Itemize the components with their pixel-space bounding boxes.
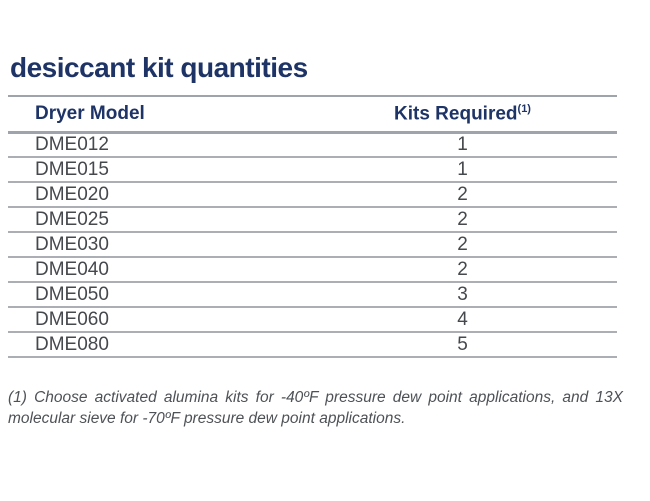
dryer-model-cell: DME050	[8, 282, 308, 308]
dryer-model-cell: DME015	[8, 157, 308, 183]
table-row: DME015 1	[8, 157, 617, 183]
kits-required-cell: 1	[308, 157, 617, 183]
kits-required-cell: 4	[308, 307, 617, 333]
kits-required-label: Kits Required	[394, 102, 518, 124]
dryer-model-cell: DME025	[8, 207, 308, 233]
dryer-model-cell: DME012	[8, 132, 308, 158]
dryer-model-cell: DME020	[8, 182, 308, 208]
page-title: desiccant kit quantities	[10, 52, 308, 83]
footnote-text: (1) Choose activated alumina kits for -4…	[8, 389, 623, 428]
table-body: DME012 1 DME015 1 DME020 2 DME025 2 DME0…	[8, 132, 617, 358]
kits-required-cell: 3	[308, 282, 617, 308]
kits-required-cell: 2	[308, 182, 617, 208]
table-row: DME040 2	[8, 257, 617, 283]
column-header-kits-required: Kits Required(1)	[308, 95, 617, 134]
table-row: DME012 1	[8, 132, 617, 158]
table-row: DME050 3	[8, 282, 617, 308]
table-header: Dryer Model Kits Required(1)	[8, 95, 617, 134]
kits-required-cell: 2	[308, 232, 617, 258]
table-row: DME020 2	[8, 182, 617, 208]
kits-required-cell: 5	[308, 332, 617, 358]
dryer-model-cell: DME060	[8, 307, 308, 333]
table-row: DME025 2	[8, 207, 617, 233]
header-row: Dryer Model Kits Required(1)	[8, 95, 617, 134]
dryer-model-cell: DME040	[8, 257, 308, 283]
dryer-model-cell: DME080	[8, 332, 308, 358]
kits-required-cell: 2	[308, 207, 617, 233]
column-header-dryer-model: Dryer Model	[8, 95, 308, 134]
kits-required-cell: 1	[308, 132, 617, 158]
table-row: DME030 2	[8, 232, 617, 258]
kits-required-cell: 2	[308, 257, 617, 283]
desiccant-kit-table: Dryer Model Kits Required(1) DME012 1 DM…	[8, 95, 617, 358]
table-row: DME080 5	[8, 332, 617, 358]
table-row: DME060 4	[8, 307, 617, 333]
dryer-model-cell: DME030	[8, 232, 308, 258]
footnote-reference-superscript: (1)	[517, 102, 531, 115]
